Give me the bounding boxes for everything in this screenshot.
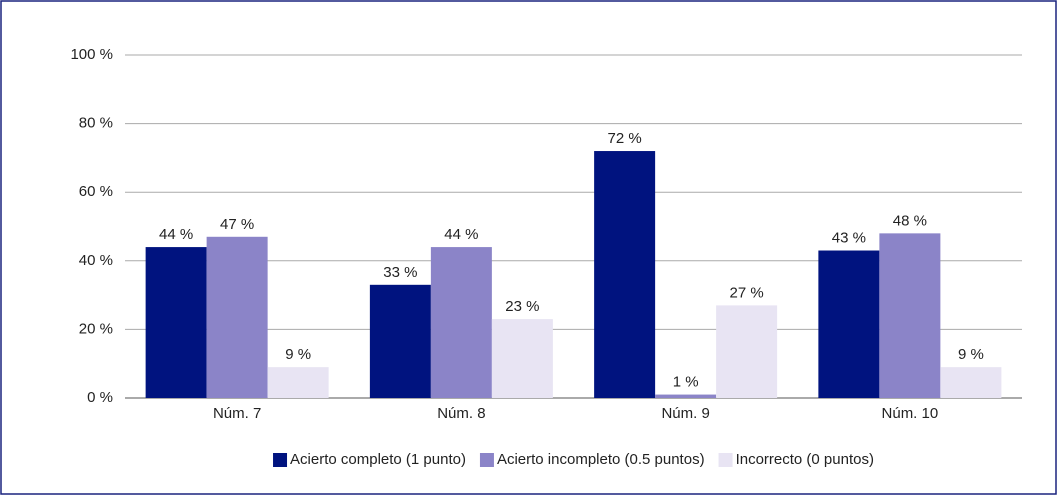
value-label: 44 % bbox=[159, 226, 193, 243]
value-label: 48 % bbox=[893, 212, 927, 229]
value-label: 9 % bbox=[958, 346, 984, 363]
x-tick-label: Núm. 9 bbox=[661, 405, 709, 422]
bar bbox=[716, 305, 778, 398]
bar bbox=[369, 284, 431, 398]
bar bbox=[267, 367, 329, 398]
bar bbox=[879, 233, 941, 398]
legend-label: Incorrecto (0 puntos) bbox=[736, 451, 874, 468]
value-label: 33 % bbox=[383, 264, 417, 281]
y-tick-label: 60 % bbox=[79, 183, 113, 200]
legend-swatch bbox=[273, 453, 288, 467]
value-label: 47 % bbox=[220, 216, 254, 233]
y-tick-label: 0 % bbox=[87, 389, 113, 406]
bar bbox=[655, 394, 717, 398]
value-label: 9 % bbox=[285, 346, 311, 363]
bar bbox=[594, 151, 656, 398]
value-label: 27 % bbox=[730, 284, 764, 301]
y-tick-label: 40 % bbox=[79, 252, 113, 269]
value-label: 44 % bbox=[444, 226, 478, 243]
value-label: 1 % bbox=[673, 374, 699, 391]
x-tick-label: Núm. 8 bbox=[437, 405, 485, 422]
x-tick-label: Núm. 10 bbox=[882, 405, 939, 422]
bar bbox=[818, 250, 880, 398]
y-tick-label: 80 % bbox=[79, 115, 113, 132]
bar bbox=[491, 319, 553, 398]
legend-label: Acierto incompleto (0.5 puntos) bbox=[497, 451, 705, 468]
x-tick-label: Núm. 7 bbox=[213, 405, 261, 422]
bar bbox=[206, 236, 268, 398]
legend-label: Acierto completo (1 punto) bbox=[290, 451, 466, 468]
bar bbox=[430, 247, 492, 398]
y-tick-label: 20 % bbox=[79, 320, 113, 337]
value-label: 72 % bbox=[608, 130, 642, 147]
value-label: 43 % bbox=[832, 229, 866, 246]
bar bbox=[145, 247, 207, 398]
bar bbox=[940, 367, 1002, 398]
value-label: 23 % bbox=[505, 298, 539, 315]
legend-swatch bbox=[479, 453, 494, 467]
legend-swatch bbox=[718, 453, 733, 467]
y-tick-label: 100 % bbox=[70, 46, 113, 63]
